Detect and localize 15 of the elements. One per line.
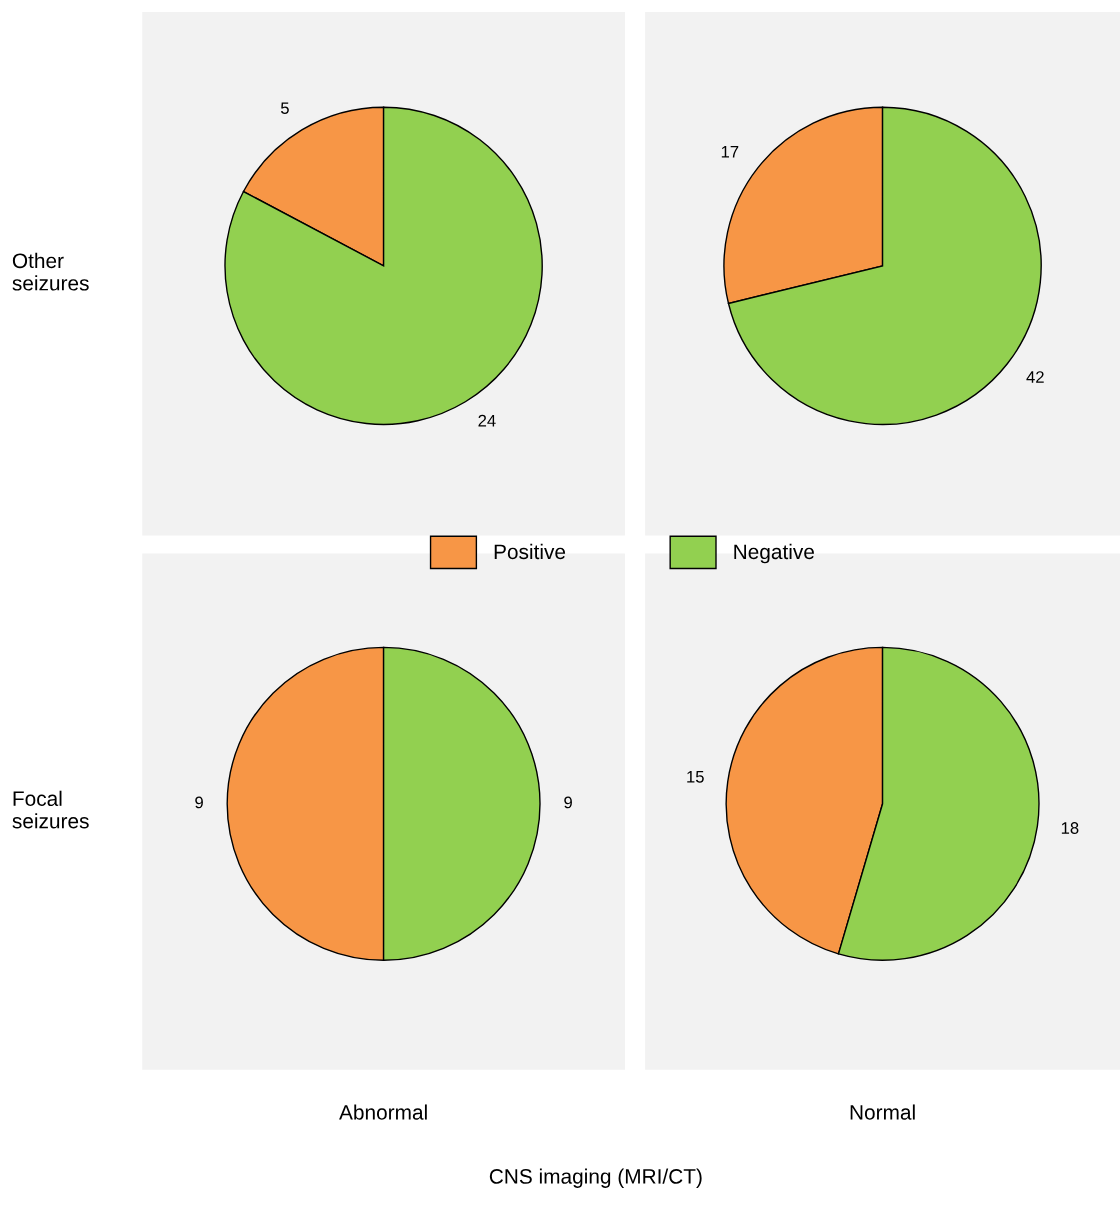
data-label: 18: [1061, 822, 1079, 834]
data-label: 9: [195, 796, 203, 809]
data-label: 42: [1026, 371, 1044, 383]
text: Focal seizures: [12, 790, 89, 829]
data-label: 24: [478, 414, 496, 427]
data-label: 9: [564, 796, 572, 809]
text: Normal: [850, 1104, 915, 1120]
data-label: 17: [721, 146, 739, 158]
legend-label: Positive: [494, 543, 566, 560]
text: CNS imaging (MRI/CT): [489, 1168, 702, 1188]
text: Other seizures: [12, 252, 89, 291]
data-label: 5: [280, 102, 289, 115]
data-label: 15: [687, 771, 704, 783]
legend-label: Negative: [734, 543, 814, 564]
text: Abnormal: [339, 1104, 427, 1120]
